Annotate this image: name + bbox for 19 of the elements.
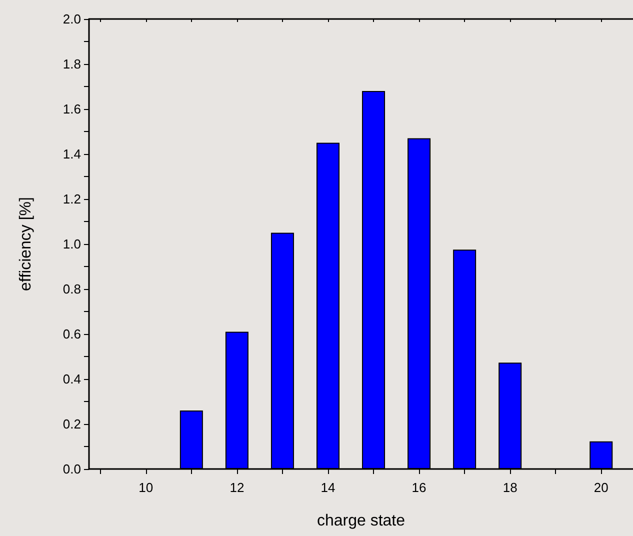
x-tick-label: 10 bbox=[138, 480, 154, 495]
x-tick-label: 12 bbox=[230, 480, 244, 495]
y-tick-label: 1.0 bbox=[62, 236, 81, 252]
y-tick-label: 1.8 bbox=[62, 56, 81, 72]
x-tick-label: 14 bbox=[320, 480, 336, 495]
y-tick-label: 0.8 bbox=[62, 282, 81, 296]
y-tick-label: 1.2 bbox=[62, 192, 81, 206]
x-axis-title: charge state bbox=[316, 512, 406, 530]
y-tick-label: 0.6 bbox=[62, 326, 81, 342]
y-tick-label: 0.4 bbox=[62, 372, 81, 386]
y-tick-label: 2.0 bbox=[62, 12, 81, 26]
y-tick-label: 1.6 bbox=[62, 102, 81, 116]
y-tick-label: 0.0 bbox=[62, 462, 81, 476]
x-tick-label: 16 bbox=[412, 480, 426, 495]
x-tick-label: 18 bbox=[502, 480, 518, 495]
y-tick-label: 1.4 bbox=[62, 146, 81, 162]
y-tick-label: 0.2 bbox=[62, 416, 81, 432]
x-tick-label: 20 bbox=[594, 480, 608, 495]
y-axis-title: efficiency [%] bbox=[18, 197, 34, 291]
